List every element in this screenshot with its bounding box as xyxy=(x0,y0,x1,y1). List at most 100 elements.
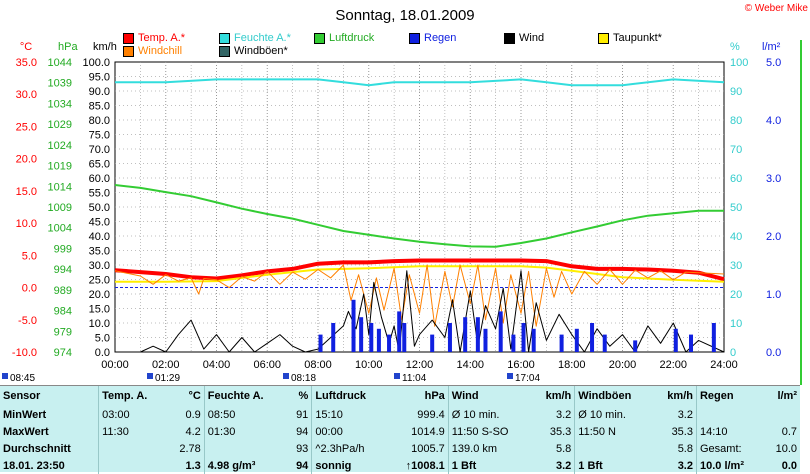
plot-area xyxy=(114,78,725,353)
axis-unit-label: km/h xyxy=(93,41,117,53)
rain-bar xyxy=(711,323,716,352)
legend-item: Windböen* xyxy=(219,45,288,57)
pressure-tick-label: 1029 xyxy=(48,119,72,131)
x-tick-label: 08:00 xyxy=(304,359,332,371)
legend-item: Luftdruck xyxy=(314,32,374,44)
copyright: © Weber Mike xyxy=(744,3,808,14)
row-label: MinWert xyxy=(3,408,47,421)
legend-item: Windchill xyxy=(123,45,182,57)
rain-bar xyxy=(475,317,480,352)
table-cell xyxy=(203,440,287,457)
table-cell: 1 Bft xyxy=(447,457,533,474)
pressure-tick-label: 1039 xyxy=(48,78,72,90)
rain-bar xyxy=(511,334,516,352)
table-cell: Ø 10 min. xyxy=(574,406,654,423)
header-rain: Regen xyxy=(695,386,764,406)
legend-item: Taupunkt* xyxy=(598,32,662,44)
temp-tick-label: 25.0 xyxy=(16,121,37,133)
rain-bar xyxy=(331,323,336,352)
header-rain-unit: l/m² xyxy=(777,390,797,402)
table-cell: 1.3 xyxy=(185,459,201,472)
legend-swatch xyxy=(598,32,609,44)
legend-swatch xyxy=(219,45,230,57)
rain-bar xyxy=(387,334,392,352)
pressure-tick-label: 1004 xyxy=(48,223,72,235)
time-marker-icon xyxy=(394,373,400,379)
wind-tick-label: 25.0 xyxy=(89,275,110,287)
humidity-tick-label: 20 xyxy=(730,289,742,301)
pressure-tick-label: 1009 xyxy=(48,202,72,214)
chart-grid xyxy=(114,61,725,353)
table-cell: sonnig xyxy=(311,457,388,474)
table-cell: 3.2 xyxy=(677,408,693,421)
x-tick-label: 04:00 xyxy=(203,359,231,371)
rain-bar xyxy=(483,328,488,352)
time-marker: 08:18 xyxy=(291,373,316,384)
humidity-tick-label: 10 xyxy=(730,318,742,330)
table-cell: 1014.9 xyxy=(411,425,445,438)
pressure-tick-label: 1014 xyxy=(48,181,72,193)
x-tick-label: 06:00 xyxy=(253,359,281,371)
legend-item: Regen xyxy=(409,32,456,44)
legend-label: Temp. A.* xyxy=(138,32,186,44)
rain-bar xyxy=(397,311,402,352)
rain-bar xyxy=(376,328,381,352)
table-row: MaxWert 11:30 4.2 01:30 94 00:00 1014.9 11:50 S… xyxy=(0,423,800,440)
table-cell xyxy=(764,406,800,423)
x-tick-label: 02:00 xyxy=(152,359,180,371)
wind-tick-label: 0.0 xyxy=(95,347,110,359)
rain-bar xyxy=(590,323,595,352)
wind-tick-label: 20.0 xyxy=(89,289,110,301)
legend-swatch xyxy=(123,45,134,57)
table-cell: 0.0 xyxy=(781,459,797,472)
rain-bar xyxy=(463,317,468,352)
table-cell: 0.7 xyxy=(781,425,797,438)
rain-bar xyxy=(689,334,694,352)
header-sensor: Sensor xyxy=(3,390,41,402)
series-line xyxy=(115,78,725,87)
x-tick-label: 16:00 xyxy=(507,359,535,371)
temp-tick-label: -10.0 xyxy=(12,347,37,359)
temp-tick-label: 30.0 xyxy=(16,89,37,101)
rain-bar xyxy=(318,334,323,352)
series-line xyxy=(114,258,725,282)
temp-tick-label: 5.0 xyxy=(22,250,37,262)
table-cell: 10.0 l/m² xyxy=(695,457,764,474)
wind-tick-label: 65.0 xyxy=(89,159,110,171)
temp-tick-label: -5.0 xyxy=(18,315,37,327)
legend-swatch xyxy=(314,32,325,44)
row-label: Durchschnitt xyxy=(3,442,71,455)
header-humidity-unit: % xyxy=(298,390,309,402)
rain-bar xyxy=(498,311,503,352)
x-tick-label: 24:00 xyxy=(710,359,738,371)
table-cell: 3.2 xyxy=(555,408,572,421)
time-marker-icon xyxy=(147,373,153,379)
time-marker-icon xyxy=(507,373,513,379)
time-marker: 11:04 xyxy=(402,373,427,384)
wind-tick-label: 75.0 xyxy=(89,130,110,142)
axis-unit-label: °C xyxy=(20,41,32,53)
legend-item: Wind xyxy=(504,32,544,44)
table-row: 18.01. 23:50 1.3 4.98 g/m³ 94 sonnig ↑1008.1 1… xyxy=(0,457,800,474)
table-cell: 08:50 xyxy=(203,406,287,423)
legend-label: Luftdruck xyxy=(329,32,375,44)
header-gusts: Windböen xyxy=(574,386,654,406)
legend-label: Windchill xyxy=(138,45,183,57)
rain-bar xyxy=(402,323,407,352)
series-line xyxy=(114,184,724,248)
pressure-tick-label: 1024 xyxy=(48,140,72,152)
weather-chart: Sonntag, 18.01.2009 35.0 30.0 25.0 20.0 15.0… xyxy=(2,7,802,385)
table-cell xyxy=(574,440,654,457)
legend-label: Feuchte A.* xyxy=(234,32,291,44)
table-cell: 999.4 xyxy=(417,408,445,421)
table-cell: 03:00 xyxy=(98,406,168,423)
time-marker-icon xyxy=(283,373,289,379)
table-cell: 1 Bft xyxy=(574,457,654,474)
row-label: 18.01. 23:50 xyxy=(3,459,65,472)
rain-tick-label: 4.0 xyxy=(766,115,781,127)
rain-tick-label: 1.0 xyxy=(766,289,781,301)
rain-bar xyxy=(359,317,364,352)
x-tick-label: 18:00 xyxy=(558,359,586,371)
header-pressure: Luftdruck xyxy=(311,386,388,406)
time-marker: 17:04 xyxy=(515,373,540,384)
